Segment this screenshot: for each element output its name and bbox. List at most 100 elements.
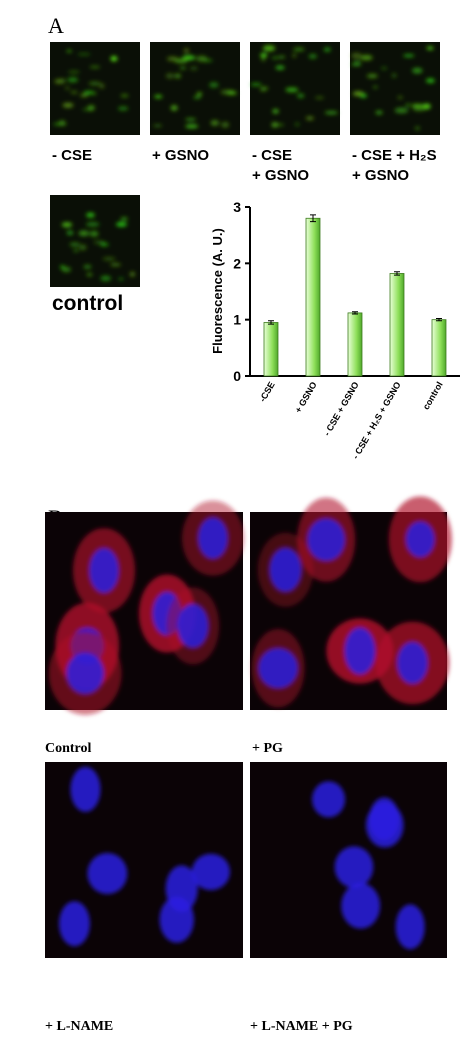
error-bar <box>394 271 400 276</box>
cell <box>414 126 420 131</box>
nucleus <box>334 846 374 888</box>
cells <box>48 500 244 715</box>
nucleus <box>258 647 299 689</box>
cell <box>120 94 129 98</box>
cell <box>67 77 79 83</box>
cell <box>83 264 92 270</box>
cell <box>296 93 305 99</box>
image-label: - CSE <box>252 147 292 164</box>
error-bar <box>436 318 442 322</box>
cell <box>380 66 388 70</box>
cell <box>87 104 95 111</box>
cell <box>193 96 202 99</box>
cell <box>260 53 268 58</box>
cell <box>154 94 163 99</box>
cell <box>83 91 95 95</box>
image-label: Control <box>45 741 92 756</box>
control-label: control <box>52 292 123 315</box>
cell <box>305 116 314 121</box>
cell <box>397 95 403 99</box>
x-tick-label: control <box>421 380 445 411</box>
error-bar <box>310 214 316 223</box>
nucleus <box>87 852 128 895</box>
cell <box>275 65 285 70</box>
nucleus <box>395 904 425 950</box>
cell <box>62 102 74 108</box>
cell <box>260 86 269 90</box>
cell <box>170 105 178 111</box>
nucleus <box>405 521 435 558</box>
image-label: + GSNO <box>252 167 309 184</box>
cell <box>210 120 220 126</box>
cell <box>78 230 90 237</box>
micrograph <box>150 42 240 135</box>
cell <box>196 55 208 62</box>
cell <box>89 230 99 237</box>
cell <box>308 53 318 59</box>
cell <box>185 118 197 121</box>
bar <box>263 322 279 377</box>
cell <box>360 55 373 61</box>
x-tick-label: - CSE + GSNO <box>322 380 361 438</box>
cell <box>259 89 267 92</box>
cell <box>292 53 297 58</box>
cell <box>69 242 81 247</box>
image-label: + GSNO <box>152 147 209 164</box>
cell <box>426 46 434 50</box>
cell <box>323 47 331 52</box>
panel-letter: A <box>48 13 64 38</box>
cell <box>250 82 262 87</box>
cells <box>312 781 425 950</box>
y-tick-label: 2 <box>233 255 241 271</box>
cell <box>391 73 397 78</box>
cell <box>351 63 362 66</box>
cell <box>86 273 93 277</box>
cell <box>189 66 198 71</box>
cell <box>271 56 279 59</box>
nucleus <box>397 641 428 684</box>
cell <box>79 94 89 97</box>
nucleus <box>89 547 119 593</box>
cell <box>226 91 238 95</box>
nucleus <box>70 766 101 812</box>
cell <box>89 65 101 69</box>
x-tick-label: -CSE <box>257 380 276 404</box>
cell <box>174 58 188 64</box>
cell <box>366 73 378 79</box>
error-bar <box>268 320 274 325</box>
cell <box>153 124 163 127</box>
cell <box>93 240 106 244</box>
nucleus <box>165 865 198 912</box>
cell <box>294 122 300 127</box>
cell <box>61 266 71 273</box>
nucleus <box>369 797 400 841</box>
cell <box>61 222 73 228</box>
cell <box>85 221 100 227</box>
cell <box>70 91 78 94</box>
nucleus <box>312 781 346 818</box>
cell <box>359 93 368 98</box>
cell <box>60 78 66 83</box>
nucleus <box>66 652 104 695</box>
nucleus <box>341 883 381 929</box>
micrograph <box>50 42 140 135</box>
cell <box>425 78 435 83</box>
cell <box>110 56 118 62</box>
cell <box>66 230 74 236</box>
cell <box>102 257 116 261</box>
image-label: - CSE + H₂S <box>352 147 437 164</box>
cell <box>285 87 299 93</box>
bar <box>431 319 447 377</box>
cell <box>375 110 383 115</box>
cell <box>120 217 128 221</box>
cell <box>411 104 424 108</box>
nucleus <box>269 547 302 593</box>
nucleus <box>198 517 228 560</box>
cell <box>129 271 135 277</box>
cell <box>403 54 415 58</box>
cell <box>88 81 101 86</box>
cell <box>272 109 279 114</box>
cell <box>324 111 338 115</box>
